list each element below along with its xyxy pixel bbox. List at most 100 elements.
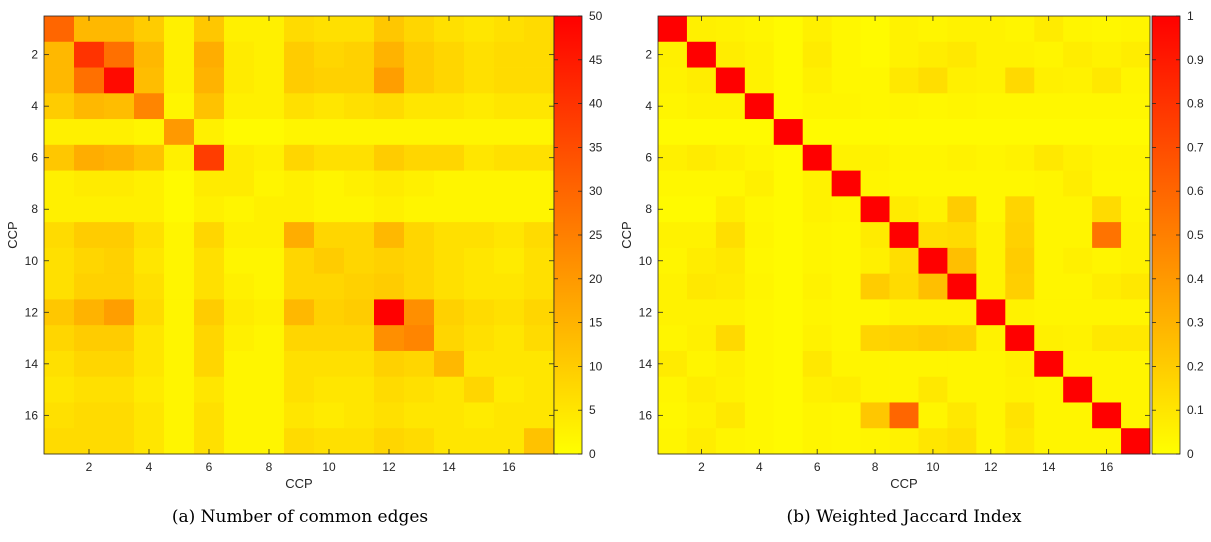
x-tick-label: 10 — [322, 460, 336, 474]
heatmap-cell — [1063, 93, 1093, 120]
heatmap-cell — [918, 196, 948, 223]
colorbar-tick-label: 15 — [589, 316, 603, 330]
heatmap-cell — [976, 376, 1006, 403]
heatmap-cell — [889, 350, 919, 378]
heatmap-cell — [314, 402, 345, 429]
heatmap-cell — [686, 247, 717, 275]
heatmap-cell — [744, 144, 775, 171]
heatmap-cell — [1063, 428, 1093, 455]
heatmap-cell — [658, 428, 688, 455]
heatmap-cell — [947, 93, 977, 120]
heatmap-cell — [164, 196, 195, 223]
heatmap-cell — [1092, 93, 1122, 120]
heatmap-cell — [284, 299, 315, 326]
heatmap-cell — [715, 299, 746, 326]
heatmap-cell — [284, 170, 315, 197]
heatmap-cell — [773, 350, 804, 378]
heatmap-cell — [1063, 196, 1093, 223]
y-tick-label: 6 — [645, 151, 652, 165]
heatmap-cell — [134, 119, 165, 146]
y-tick-label: 4 — [645, 99, 652, 113]
heatmap-cell — [74, 119, 105, 146]
heatmap-cell — [1034, 273, 1064, 300]
heatmap-cell — [314, 247, 345, 275]
heatmap-cell — [74, 247, 105, 275]
heatmap-cell — [164, 170, 195, 197]
heatmap-cell — [284, 273, 315, 300]
heatmap-cell — [686, 325, 717, 352]
heatmap-cell — [284, 350, 315, 378]
heatmap-cell — [1005, 170, 1035, 197]
x-axis-label: CCP — [285, 476, 312, 491]
heatmap-cell — [524, 119, 555, 146]
x-tick-label: 12 — [984, 460, 998, 474]
heatmap-cell — [1092, 196, 1122, 223]
heatmap-cell — [434, 67, 465, 94]
heatmap-cell — [434, 247, 465, 275]
heatmap-cell — [686, 273, 717, 300]
heatmap-cell — [715, 325, 746, 352]
heatmap-cell — [889, 299, 919, 326]
heatmap-cell — [1092, 350, 1122, 378]
heatmap-cell — [1063, 67, 1093, 94]
heatmap-cell — [254, 93, 285, 120]
heatmap-cell — [1005, 299, 1035, 326]
heatmap-cell — [686, 402, 717, 429]
heatmap-cell — [224, 41, 255, 68]
y-tick-label: 2 — [645, 48, 652, 62]
heatmap-cell — [860, 119, 890, 146]
heatmap-cell — [74, 325, 105, 352]
heatmap-cell — [1005, 325, 1035, 352]
heatmap-cell — [404, 325, 435, 352]
heatmap-cell — [1063, 376, 1093, 403]
heatmap-cell — [1063, 222, 1093, 249]
heatmap-cell — [344, 376, 375, 403]
heatmap-cell — [374, 325, 405, 352]
heatmap-cell — [1121, 170, 1151, 197]
heatmap-cell — [284, 93, 315, 120]
heatmap-cell — [44, 428, 75, 455]
heatmap-cell — [860, 41, 890, 68]
heatmap-cell — [524, 273, 555, 300]
heatmap-cell — [658, 119, 688, 146]
heatmap-cell — [194, 67, 225, 94]
heatmap-cell — [44, 67, 75, 94]
heatmap-cell — [104, 144, 135, 171]
heatmap-cell — [831, 67, 861, 94]
heatmap-cell — [1092, 299, 1122, 326]
heatmap-cell — [74, 67, 105, 94]
heatmap-cell — [404, 222, 435, 249]
heatmap-cell — [284, 196, 315, 223]
heatmap-cell — [254, 299, 285, 326]
heatmap-cell — [802, 93, 833, 120]
heatmap-cell — [802, 273, 833, 300]
heatmap-cell — [831, 299, 861, 326]
heatmap-cell — [744, 247, 775, 275]
heatmap-cell — [686, 222, 717, 249]
y-tick-label: 12 — [25, 305, 39, 319]
heatmap-cell — [947, 350, 977, 378]
heatmap-cell — [976, 41, 1006, 68]
heatmap-cell — [104, 93, 135, 120]
heatmap-cell — [194, 119, 225, 146]
heatmap-cell — [889, 41, 919, 68]
heatmap-cell — [254, 170, 285, 197]
heatmap-cell — [344, 402, 375, 429]
colorbar-tick-label: 30 — [589, 184, 603, 198]
heatmap-cell — [524, 325, 555, 352]
heatmap-cell — [715, 144, 746, 171]
heatmap-cell — [104, 41, 135, 68]
heatmap-cell — [164, 41, 195, 68]
heatmap-cell — [404, 273, 435, 300]
heatmap-cell — [1005, 144, 1035, 171]
heatmap-cell — [134, 247, 165, 275]
heatmap-cell — [524, 428, 555, 455]
heatmap-cell — [831, 196, 861, 223]
heatmap-cell — [976, 350, 1006, 378]
heatmap-cell — [744, 350, 775, 378]
heatmap-cell — [254, 144, 285, 171]
heatmap-cell — [134, 273, 165, 300]
heatmap-cell — [976, 273, 1006, 300]
heatmap-cell — [104, 273, 135, 300]
heatmap-cell — [658, 376, 688, 403]
